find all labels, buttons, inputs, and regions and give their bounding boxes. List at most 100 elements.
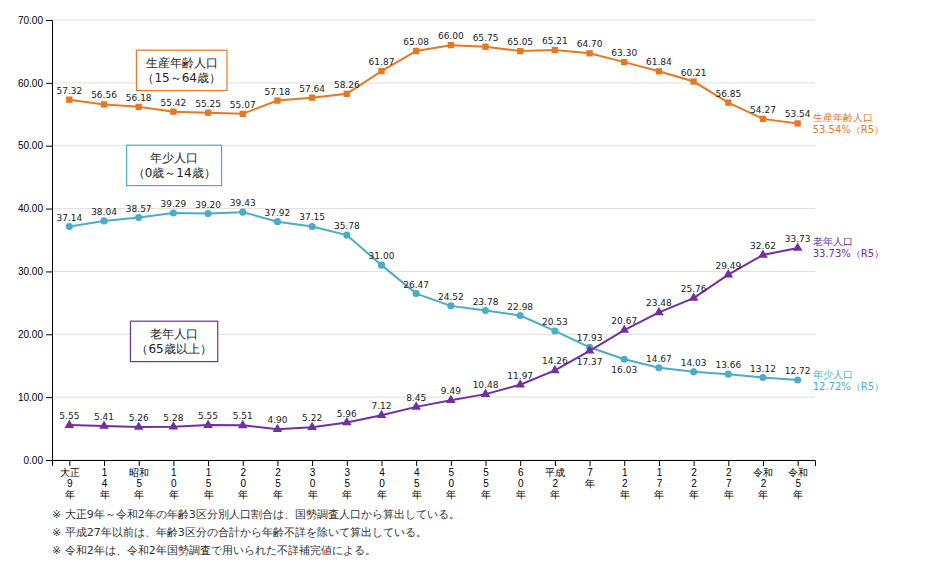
data-label: 29.49	[715, 261, 741, 271]
series-marker	[413, 48, 419, 54]
y-tick: 70.00	[18, 15, 52, 26]
legend-label: 老年人口（65歳以上）	[136, 327, 211, 355]
x-tick: 15年	[204, 460, 214, 500]
x-tick: 20年	[238, 460, 248, 500]
data-label: 39.20	[195, 200, 221, 210]
data-label: 26.47	[403, 280, 429, 290]
tick-mark	[139, 460, 140, 466]
data-label: 7.12	[371, 401, 391, 411]
series-marker	[794, 120, 800, 126]
plot: 0.0010.0020.0030.0040.0050.0060.0070.00大…	[18, 15, 884, 500]
data-label: 55.07	[230, 100, 256, 110]
tick-label: 10年	[169, 467, 179, 500]
tick-label: 7年	[585, 467, 595, 489]
series-marker	[170, 209, 177, 216]
data-label: 23.78	[473, 297, 499, 307]
series-marker	[205, 210, 212, 217]
grid	[52, 20, 815, 460]
data-label: 55.25	[195, 99, 221, 109]
series-marker	[309, 95, 315, 101]
x-axis: 大正9年14年昭和5年10年15年20年25年30年35年40年45年50年55…	[53, 460, 816, 500]
data-label: 24.52	[438, 292, 464, 302]
tick-label: 20年	[238, 467, 248, 500]
data-label: 56.85	[715, 89, 741, 99]
tick-label: 17年	[654, 467, 664, 500]
series-marker	[656, 68, 662, 74]
series-marker	[135, 214, 142, 221]
y-tick: 20.00	[18, 329, 52, 340]
data-label: 61.84	[646, 57, 672, 67]
tick-mark	[243, 460, 244, 466]
data-label: 58.26	[334, 80, 360, 90]
x-tick: 60年	[516, 460, 526, 500]
data-label: 12.72	[785, 366, 811, 376]
series-marker	[482, 307, 489, 314]
x-tick: 10年	[169, 460, 179, 500]
tick-mark	[104, 460, 105, 466]
data-label: 37.14	[56, 213, 82, 223]
tick-mark	[208, 460, 209, 466]
data-label: 5.22	[302, 413, 322, 423]
data-label: 5.55	[59, 411, 79, 421]
data-label: 65.08	[403, 37, 429, 47]
tick-label: 40年	[377, 467, 387, 500]
x-tick: 30年	[308, 460, 318, 500]
legend: 生産年齢人口（15～64歳）年少人口（0歳～14歳）老年人口（65歳以上）	[127, 50, 227, 361]
grid-line	[52, 397, 815, 398]
data-label: 54.27	[750, 105, 776, 115]
end-annotation: 老年人口33.73%（R5）	[813, 236, 884, 259]
series-marker	[447, 302, 454, 309]
series-marker	[585, 345, 595, 353]
end-annotation: 生産年齢人口53.54%（R5）	[813, 112, 884, 135]
x-tick: 令和5年	[788, 460, 808, 500]
data-label: 31.00	[369, 251, 395, 261]
series-marker	[205, 110, 211, 116]
x-tick: 平成2年	[545, 460, 565, 500]
y-tick: 60.00	[18, 78, 52, 89]
data-label: 23.48	[646, 298, 672, 308]
data-label: 14.26	[542, 356, 568, 366]
tick-mark	[520, 460, 521, 466]
data-label: 5.41	[94, 412, 114, 422]
tick-label: 40.00	[18, 203, 43, 214]
x-tick: 14年	[100, 460, 110, 500]
x-tick: 50年	[446, 460, 456, 500]
tick-label: 22年	[689, 467, 699, 500]
series-marker	[413, 290, 420, 297]
series-marker	[170, 108, 176, 114]
legend-box	[130, 321, 217, 361]
data-label: 14.67	[646, 354, 672, 364]
tick-label: 35年	[342, 467, 352, 500]
series-marker	[482, 44, 488, 50]
series-marker	[760, 116, 766, 122]
tick-mark	[46, 146, 52, 147]
series-marker	[552, 47, 558, 53]
series-line	[69, 212, 797, 380]
series-marker	[239, 209, 246, 216]
data-label: 33.73	[785, 234, 811, 244]
series-marker	[309, 223, 316, 230]
series-marker	[621, 356, 628, 363]
legend-item: 老年人口（65歳以上）	[130, 321, 217, 361]
data-label: 14.03	[681, 358, 707, 368]
data-label: 13.12	[750, 364, 776, 374]
tick-label: 45年	[412, 467, 422, 500]
tick-mark	[347, 460, 348, 466]
tick-mark	[46, 20, 52, 21]
tick-label: 50.00	[18, 140, 43, 151]
tick-label: 14年	[100, 467, 110, 500]
series-marker	[274, 97, 280, 103]
data-label: 8.45	[406, 393, 426, 403]
data-labels: 57.3256.5656.1855.4255.2555.0757.1857.64…	[56, 31, 810, 425]
x-tick: 55年	[481, 460, 491, 500]
data-label: 5.51	[233, 411, 253, 421]
tick-mark	[173, 460, 174, 466]
series-marker	[344, 91, 350, 97]
tick-label: 30.00	[18, 266, 43, 277]
tick-label: 令和2年	[753, 467, 773, 500]
data-label: 37.92	[265, 208, 291, 218]
x-tick: 45年	[412, 460, 422, 500]
tick-mark	[46, 271, 52, 272]
chart: 0.0010.0020.0030.0040.0050.0060.0070.00大…	[0, 0, 933, 578]
tick-label: 27年	[724, 467, 734, 500]
